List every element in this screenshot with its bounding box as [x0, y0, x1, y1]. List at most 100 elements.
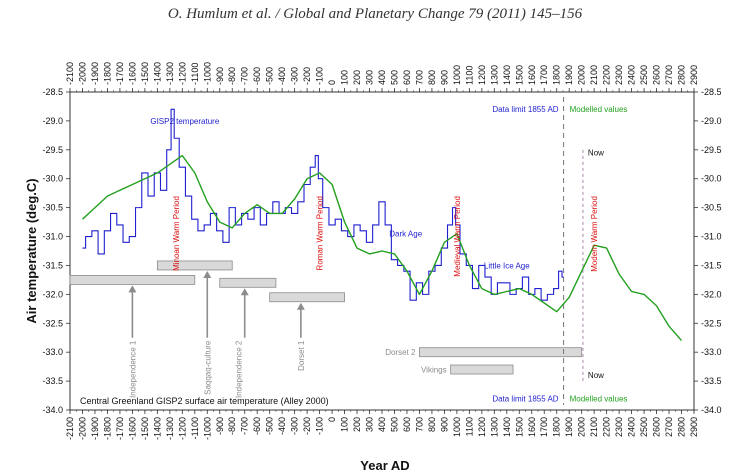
occupation-arrowhead	[296, 302, 305, 310]
x-tick-label-top: 700	[414, 70, 424, 85]
x-tick-label-top: -1200	[177, 62, 187, 85]
y-tick-label: -31.0	[42, 232, 63, 242]
x-tick-label: 600	[402, 417, 412, 432]
y-tick-label-right: -32.0	[701, 289, 722, 299]
x-tick-label: 1600	[527, 417, 537, 437]
x-tick-label-top: 2700	[664, 65, 674, 85]
occupation-bar	[156, 260, 233, 271]
y-tick-label: -33.0	[42, 347, 63, 357]
x-tick-label: -100	[315, 417, 325, 435]
x-tick-label: -2100	[65, 417, 75, 440]
x-tick-label-top: -300	[290, 67, 300, 85]
x-tick-label: 700	[414, 417, 424, 432]
x-tick-label: -500	[265, 417, 275, 435]
warm-period-label: Modern Warm Period	[590, 196, 599, 272]
x-tick-label-top: 800	[427, 70, 437, 85]
journal-header: O. Humlum et al. / Global and Planetary …	[167, 6, 583, 22]
x-tick-label-top: -1100	[190, 63, 200, 85]
x-tick-label-top: -600	[252, 67, 262, 85]
x-tick-label-top: -1300	[165, 62, 175, 85]
x-tick-label: 2400	[627, 417, 637, 437]
occupation-label: Independence 2	[234, 340, 243, 398]
x-tick-label-top: 1800	[552, 65, 562, 85]
x-tick-label-top: 1300	[489, 65, 499, 85]
x-tick-label-top: 100	[340, 70, 350, 85]
x-tick-label-top: -1700	[115, 62, 125, 85]
x-tick-label-top: 600	[402, 70, 412, 85]
y-tick-label-right: -29.5	[701, 145, 722, 155]
occupation-arrowhead	[128, 285, 137, 293]
x-tick-label-top: 400	[377, 70, 387, 85]
x-tick-label-top: 500	[389, 70, 399, 85]
x-tick-label-top: 2500	[639, 65, 649, 85]
occupation-label: Dorset 1	[297, 340, 306, 371]
x-tick-label: 2200	[602, 417, 612, 437]
x-tick-label: 0	[327, 417, 337, 422]
x-tick-label-top: 2400	[627, 65, 637, 85]
y-tick-label-right: -31.0	[701, 232, 722, 242]
x-tick-label-top: 2100	[589, 65, 599, 85]
y-tick-label: -33.5	[42, 376, 63, 386]
x-tick-label-top: -2100	[65, 62, 75, 85]
era-label: GISP2 temperature	[150, 117, 219, 126]
y-tick-label-right: -34.0	[701, 405, 722, 415]
y-tick-label-right: -32.5	[701, 318, 722, 328]
x-tick-label: 2800	[677, 417, 687, 437]
x-tick-label: -2000	[77, 417, 87, 440]
y-tick-label-right: -33.0	[701, 347, 722, 357]
x-tick-label: -200	[302, 417, 312, 435]
now-label-bottom: Now	[588, 371, 604, 380]
x-tick-label-top: -1800	[102, 62, 112, 85]
x-tick-label: 1000	[452, 417, 462, 437]
y-tick-label: -30.0	[42, 174, 63, 184]
occupation-label: Independence 1	[128, 340, 137, 398]
x-tick-label: -1200	[177, 417, 187, 440]
y-tick-label: -32.5	[42, 318, 63, 328]
occupation-label: Vikings	[421, 366, 447, 375]
x-tick-label: 2900	[689, 417, 699, 437]
modelled-values-line	[82, 154, 683, 342]
x-tick-label: 2300	[614, 417, 624, 437]
era-label: Little Ice Age	[484, 261, 530, 270]
y-tick-label-right: -29.0	[701, 116, 722, 126]
x-tick-label-top: 1500	[514, 65, 524, 85]
y-tick-label: -31.5	[42, 260, 63, 270]
x-tick-label-top: -200	[302, 67, 312, 85]
occupation-bar	[450, 364, 514, 375]
x-tick-label-top: 0	[327, 80, 337, 85]
x-tick-label: 100	[340, 417, 350, 432]
x-tick-label-top: -800	[227, 67, 237, 85]
x-tick-label: 1100	[464, 417, 474, 436]
x-tick-label-top: 200	[352, 70, 362, 85]
modelled-values-label-top: Modelled values	[570, 105, 628, 114]
x-tick-label: 900	[439, 417, 449, 432]
x-tick-label-top: -700	[240, 67, 250, 85]
chart-title: Central Greenland GISP2 surface air temp…	[80, 396, 329, 406]
x-tick-label-top: -100	[315, 67, 325, 85]
x-tick-label-top: -1000	[202, 62, 212, 85]
x-tick-label-top: 1900	[564, 65, 574, 85]
y-tick-label: -34.0	[42, 405, 63, 415]
occupation-arrowhead	[240, 288, 249, 296]
x-tick-label: -400	[277, 417, 287, 435]
x-tick-label-top: 1100	[464, 66, 474, 85]
x-tick-label-top: -1600	[127, 62, 137, 85]
x-tick-label-top: 1200	[477, 65, 487, 85]
x-tick-label-top: 2200	[602, 65, 612, 85]
x-tick-label: 200	[352, 417, 362, 432]
x-tick-label: -900	[215, 417, 225, 435]
x-tick-label: 1900	[564, 417, 574, 437]
y-tick-label: -28.5	[42, 87, 63, 97]
x-tick-label: 1300	[489, 417, 499, 437]
x-tick-label-top: 900	[439, 70, 449, 85]
x-tick-label-top: -1400	[152, 62, 162, 85]
x-tick-label-top: -1500	[140, 62, 150, 85]
x-axis-title: Year AD	[360, 458, 409, 473]
occupation-bar	[69, 275, 196, 285]
x-tick-label: 1400	[502, 417, 512, 437]
occupation-label: Saqqaq-culture	[203, 340, 212, 395]
data-limit-label-top: Data limit 1855 AD	[492, 105, 558, 114]
x-tick-label: -300	[290, 417, 300, 435]
x-tick-label-top: 2000	[577, 65, 587, 85]
